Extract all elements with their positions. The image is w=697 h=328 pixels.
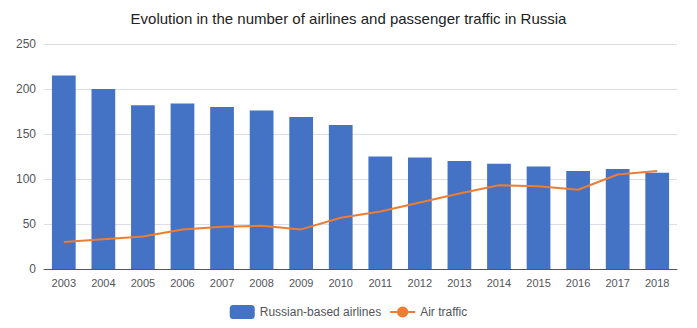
- svg-text:2015: 2015: [526, 277, 550, 289]
- svg-text:2013: 2013: [447, 277, 471, 289]
- svg-text:2011: 2011: [368, 277, 392, 289]
- svg-text:200: 200: [16, 82, 36, 96]
- svg-text:2017: 2017: [605, 277, 629, 289]
- svg-text:Russian-based airlines: Russian-based airlines: [260, 305, 381, 319]
- svg-text:2016: 2016: [566, 277, 590, 289]
- svg-text:0: 0: [29, 262, 36, 276]
- svg-text:2014: 2014: [487, 277, 511, 289]
- svg-text:2009: 2009: [289, 277, 313, 289]
- svg-text:2008: 2008: [249, 277, 273, 289]
- svg-text:50: 50: [23, 217, 37, 231]
- svg-text:250: 250: [16, 37, 36, 51]
- svg-text:2012: 2012: [408, 277, 432, 289]
- svg-text:2007: 2007: [210, 277, 234, 289]
- svg-text:2003: 2003: [52, 277, 76, 289]
- svg-text:150: 150: [16, 127, 36, 141]
- svg-text:2004: 2004: [91, 277, 115, 289]
- svg-text:Evolution in the number of air: Evolution in the number of airlines and …: [131, 10, 567, 27]
- svg-text:2010: 2010: [328, 277, 352, 289]
- svg-text:100: 100: [16, 172, 36, 186]
- svg-text:2018: 2018: [645, 277, 669, 289]
- svg-text:Air traffic: Air traffic: [420, 305, 467, 319]
- svg-text:2006: 2006: [170, 277, 194, 289]
- svg-text:2005: 2005: [131, 277, 155, 289]
